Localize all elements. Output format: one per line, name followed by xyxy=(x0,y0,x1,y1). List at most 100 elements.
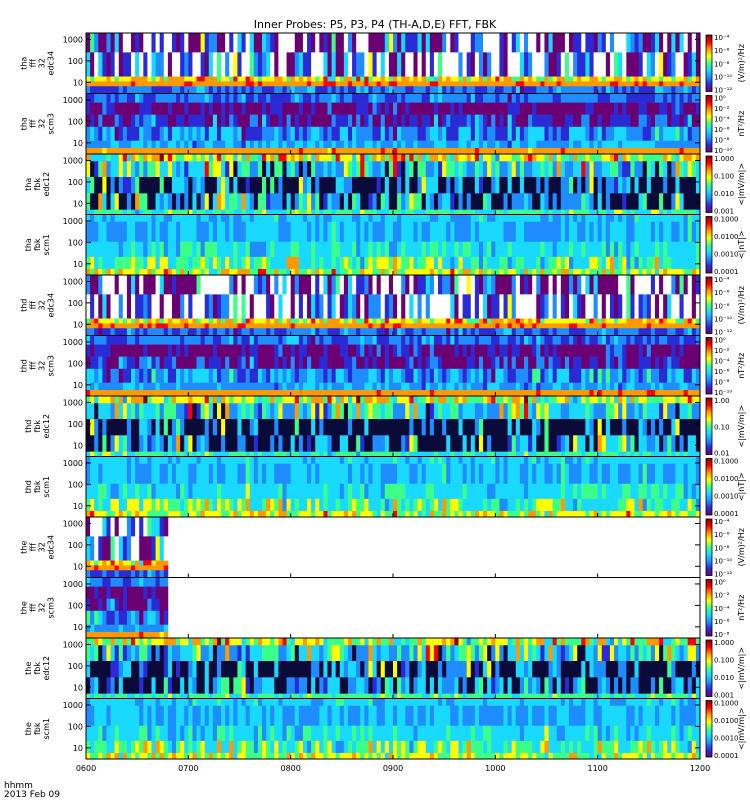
y-tick-label: 1000 xyxy=(63,459,83,468)
panel-frame xyxy=(85,516,701,578)
y-tick-label: 10 xyxy=(73,502,83,511)
colorbar-tick-label: 0.0010 xyxy=(714,735,739,743)
colorbar-unit: nT²/Hz xyxy=(737,595,746,621)
panel-the-fbk-scm1: 10 100 1000 the fbk scm1 0.1000 0.0100 0.0010 0.0… xyxy=(24,698,746,760)
colorbar-unit: (V/m)²/Hz xyxy=(737,528,746,566)
colorbar-tick-label: 10⁻¹⁰ xyxy=(714,557,732,565)
colorbar xyxy=(705,155,713,213)
colorbar-tick-label: 10⁻² xyxy=(714,105,730,113)
colorbar-tick-label: 10⁻¹² xyxy=(714,571,732,579)
y-tick-label: 100 xyxy=(68,541,83,550)
y-tick-label: 100 xyxy=(68,238,83,247)
colorbar xyxy=(705,458,713,516)
panel-label-line: edc34 xyxy=(47,51,56,76)
spectrogram-cells xyxy=(86,275,700,336)
panel-label-line: edc12 xyxy=(42,656,51,681)
colorbar-unit: (V/m)²/Hz xyxy=(737,44,746,82)
colorbar-tick-label: 10⁻⁶ xyxy=(714,47,730,55)
panel-label-line: fff xyxy=(29,603,38,612)
y-tick-label: 1000 xyxy=(63,338,83,347)
panel-thd-fff-32-edc34: 10 100 1000 thd fff 32 edc34 10⁻⁴ 10⁻⁶ 10⁻⁸ 10⁻¹⁰ 1… xyxy=(20,274,746,337)
spectrogram-cells xyxy=(86,396,700,457)
colorbar-tick-label: 10⁻⁴ xyxy=(714,605,730,613)
y-tick-label: 10 xyxy=(73,562,83,571)
colorbar xyxy=(705,34,713,92)
colorbar-tick-label: 10⁻⁸ xyxy=(714,60,730,68)
panel-tha-fff-32-edc34: 10 100 1000 tha fff 32 edc34 10⁻⁴ 10⁻⁶ 10⁻⁸ 10⁻¹⁰ 1… xyxy=(20,32,746,95)
y-tick-label: 1000 xyxy=(63,217,83,226)
colorbar xyxy=(705,276,713,334)
colorbar-tick-label: 10⁰ xyxy=(714,579,726,587)
y-tick-label: 100 xyxy=(68,601,83,610)
panel-label-line: 32 xyxy=(38,603,47,613)
colorbar xyxy=(705,95,713,153)
panel-label-line: 32 xyxy=(38,300,47,310)
colorbar-tick-label: 10⁻¹⁰ xyxy=(714,389,732,397)
colorbar-unit: <|mV/m|> xyxy=(737,163,746,206)
y-tick-label: 10 xyxy=(73,623,83,632)
colorbar xyxy=(705,216,713,274)
colorbar-unit: (V/m)²/Hz xyxy=(737,286,746,324)
panel-label-line: fff xyxy=(29,59,38,68)
panel-label-line: fbk xyxy=(33,420,42,433)
colorbar-tick-label: 10⁻⁸ xyxy=(714,302,730,310)
x-tick-label: 0700 xyxy=(178,764,198,773)
spectrogram-cells xyxy=(86,154,700,215)
panel-label-line: edc12 xyxy=(42,172,51,197)
colorbar-tick-label: 0.0010 xyxy=(714,493,739,501)
colorbar-tick-label: 10⁻² xyxy=(714,592,730,600)
colorbar-tick-label: 0.01 xyxy=(714,450,730,458)
x-tick-label: 1200 xyxy=(690,764,710,773)
panel-label-line: fbk xyxy=(33,722,42,735)
panel-the-fff-32-edc34: 10 100 1000 the fff 32 edc34 10⁻⁴ 10⁻⁶ 10⁻⁸ 10⁻¹⁰ 1… xyxy=(20,516,746,579)
y-tick-label: 10 xyxy=(73,139,83,148)
panel-label-line: fbk xyxy=(33,480,42,493)
panel-label-line: 32 xyxy=(38,58,47,68)
colorbar-tick-label: 0.100 xyxy=(714,657,734,665)
y-tick-label: 10 xyxy=(73,320,83,329)
colorbar-tick-label: 0.1000 xyxy=(714,216,739,224)
y-tick-label: 1000 xyxy=(63,701,83,710)
y-tick-label: 10 xyxy=(73,78,83,87)
colorbar-unit: <|nT|> xyxy=(737,230,746,259)
colorbar xyxy=(705,639,713,697)
panel-label-line: edc12 xyxy=(42,414,51,439)
chart-title: Inner Probes: P5, P3, P4 (TH-A,D,E) FFT,… xyxy=(253,18,497,31)
colorbar-tick-label: 10⁻⁴ xyxy=(714,34,730,42)
y-tick-label: 1000 xyxy=(63,519,83,528)
panel-label-line: fff xyxy=(29,301,38,310)
colorbar-tick-label: 10⁻⁶ xyxy=(714,289,730,297)
colorbar-tick-label: 10⁻⁶ xyxy=(714,531,730,539)
y-tick-label: 1000 xyxy=(63,96,83,105)
colorbar-tick-label: 10⁻⁸ xyxy=(714,137,730,145)
spectrogram-cells xyxy=(86,577,169,638)
panel-label-line: tha xyxy=(24,238,33,251)
y-tick-label: 10 xyxy=(73,744,83,753)
colorbar-tick-label: 0.100 xyxy=(714,173,734,181)
panel-the-fff-32-scm3: 10 100 1000 the fff 32 scm3 10⁰ 10⁻² 10⁻⁴ 10⁻⁶ 10⁻⁸… xyxy=(20,577,746,639)
colorbar-tick-label: 0.0100 xyxy=(714,475,739,483)
panel-tha-fbk-scm1: 10 100 1000 tha fbk scm1 0.1000 0.0100 0.0010 0.0… xyxy=(24,214,746,276)
panel-label-line: fbk xyxy=(33,178,42,191)
y-tick-label: 10 xyxy=(73,199,83,208)
colorbar-tick-label: 0.010 xyxy=(714,674,734,682)
spectrogram-cells xyxy=(86,33,700,94)
colorbar-tick-label: 10⁻¹⁰ xyxy=(714,147,732,155)
y-tick-label: 100 xyxy=(68,359,83,368)
panel-label-line: scm1 xyxy=(42,718,51,739)
colorbar-tick-label: 10⁻⁸ xyxy=(714,544,730,552)
colorbar-tick-label: 0.1000 xyxy=(714,700,739,708)
colorbar-tick-label: 10⁻⁶ xyxy=(714,618,730,626)
colorbar-tick-label: 10⁻¹² xyxy=(714,87,732,95)
colorbar xyxy=(705,579,713,637)
colorbar-tick-label: 0.010 xyxy=(714,190,734,198)
colorbar-tick-label: 10⁻² xyxy=(714,347,730,355)
panel-thd-fbk-scm1: 10 100 1000 thd fbk scm1 0.1000 0.0100 0.0010 0.0… xyxy=(24,456,746,518)
panel-label-line: tha xyxy=(20,117,29,130)
colorbar-tick-label: 10⁻⁸ xyxy=(714,631,730,639)
panel-label-line: the xyxy=(24,722,33,735)
panel-label-line: thd xyxy=(20,299,29,312)
panel-label-line: thd xyxy=(24,480,33,493)
colorbar-tick-label: 10⁻⁶ xyxy=(714,126,730,134)
